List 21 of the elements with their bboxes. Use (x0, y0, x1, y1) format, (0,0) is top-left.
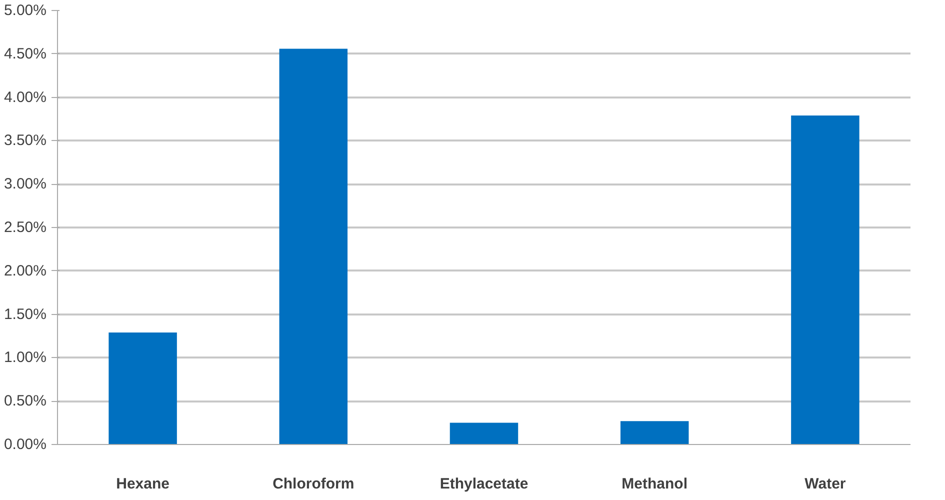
x-tick-label: Water (804, 476, 846, 492)
x-tick-label: Chloroform (272, 476, 354, 492)
y-tick-label: 1.00% (4, 349, 47, 366)
y-tick-label: 3.00% (4, 176, 47, 193)
bar (108, 332, 177, 444)
x-tick-label: Ethylacetate (440, 476, 528, 492)
bar (620, 421, 689, 444)
y-tick-label: 0.50% (4, 392, 47, 410)
y-tick-label: 4.00% (4, 88, 47, 106)
x-tick-label: Methanol (622, 476, 688, 492)
y-tick-label: 2.00% (4, 262, 47, 280)
bar (279, 48, 348, 444)
bar (791, 116, 860, 444)
y-tick-label: 2.50% (4, 219, 47, 236)
y-tick-label: 0.00% (4, 436, 47, 453)
x-tick-label: Hexane (116, 476, 170, 492)
y-tick-label: 5.00% (4, 2, 47, 19)
y-tick-label: 3.50% (4, 132, 47, 150)
y-tick-label: 1.50% (4, 306, 47, 323)
bar (450, 422, 518, 444)
y-tick-label: 4.50% (4, 45, 47, 62)
